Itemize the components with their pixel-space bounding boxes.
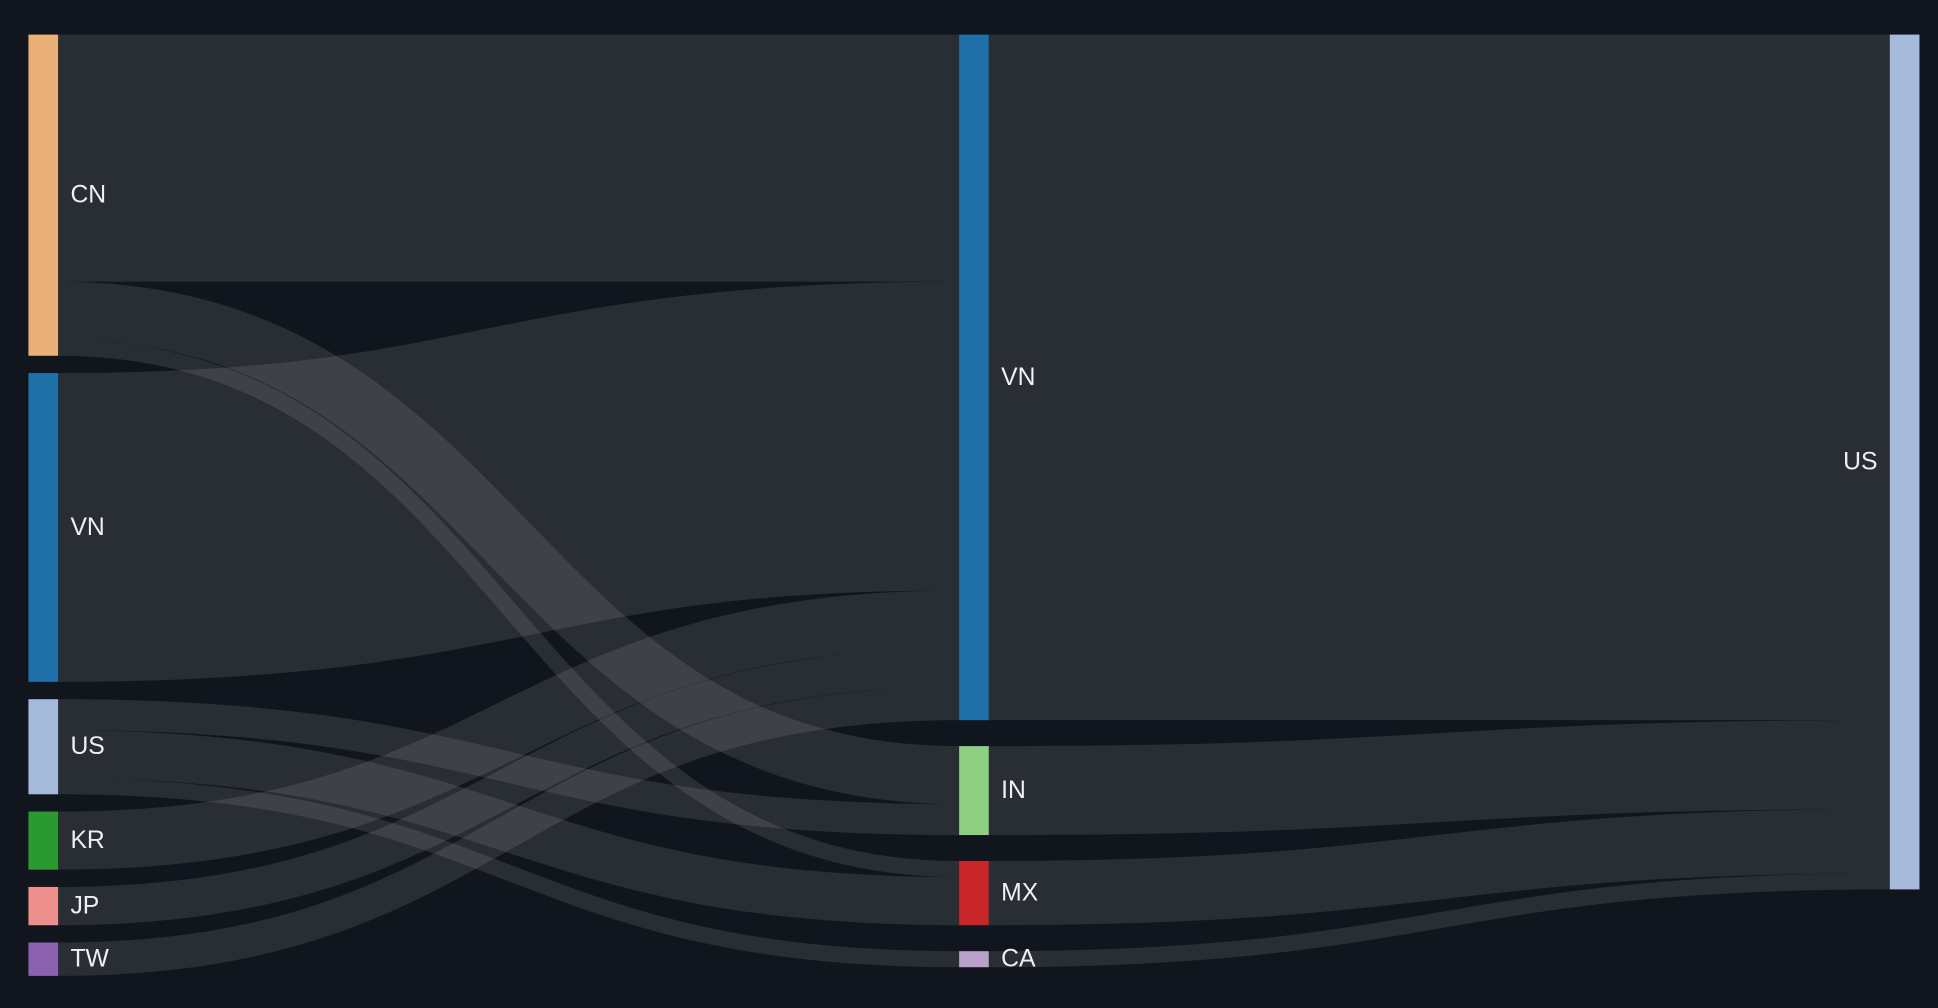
- link-vn-to-vn: [58, 281, 960, 682]
- node-tw-col0: [28, 942, 59, 976]
- node-label-us: US: [70, 733, 104, 760]
- node-cn-col0: [28, 34, 59, 356]
- node-label-vn: VN: [1001, 364, 1035, 391]
- link-cn-to-in: [58, 281, 960, 805]
- link-tw-to-vn: [58, 686, 960, 976]
- node-vn-col1: [959, 34, 989, 721]
- link-us-to-mx: [58, 730, 960, 926]
- link-us-to-in: [58, 699, 960, 836]
- link-in-to-us: [988, 720, 1890, 836]
- link-ca-to-us: [988, 873, 1890, 968]
- node-label-in: IN: [1001, 777, 1026, 804]
- node-label-vn: VN: [70, 514, 104, 541]
- node-label-ca: CA: [1001, 946, 1036, 973]
- node-in-col1: [959, 746, 989, 836]
- node-label-kr: KR: [70, 827, 104, 854]
- node-label-jp: JP: [70, 893, 99, 920]
- link-jp-to-vn: [58, 648, 960, 926]
- node-mx-col1: [959, 861, 989, 926]
- node-us-col2: [1889, 34, 1920, 890]
- node-label-cn: CN: [70, 182, 106, 209]
- node-label-tw: TW: [70, 946, 109, 973]
- link-us-to-ca: [58, 778, 960, 968]
- node-jp-col0: [28, 886, 59, 926]
- nodes-layer: [28, 34, 1920, 976]
- node-kr-col0: [28, 811, 59, 870]
- node-label-mx: MX: [1001, 880, 1038, 907]
- node-vn-col0: [28, 373, 59, 682]
- node-ca-col1: [959, 951, 989, 968]
- node-label-us: US: [1843, 449, 1877, 476]
- links-layer: [58, 34, 1890, 976]
- link-kr-to-vn: [58, 590, 960, 870]
- link-cn-to-mx: [58, 339, 960, 878]
- node-us-col0: [28, 699, 59, 795]
- labels-layer: CN VN US KR JP TW VN IN MX CA US: [70, 182, 1877, 973]
- link-mx-to-us: [988, 809, 1890, 926]
